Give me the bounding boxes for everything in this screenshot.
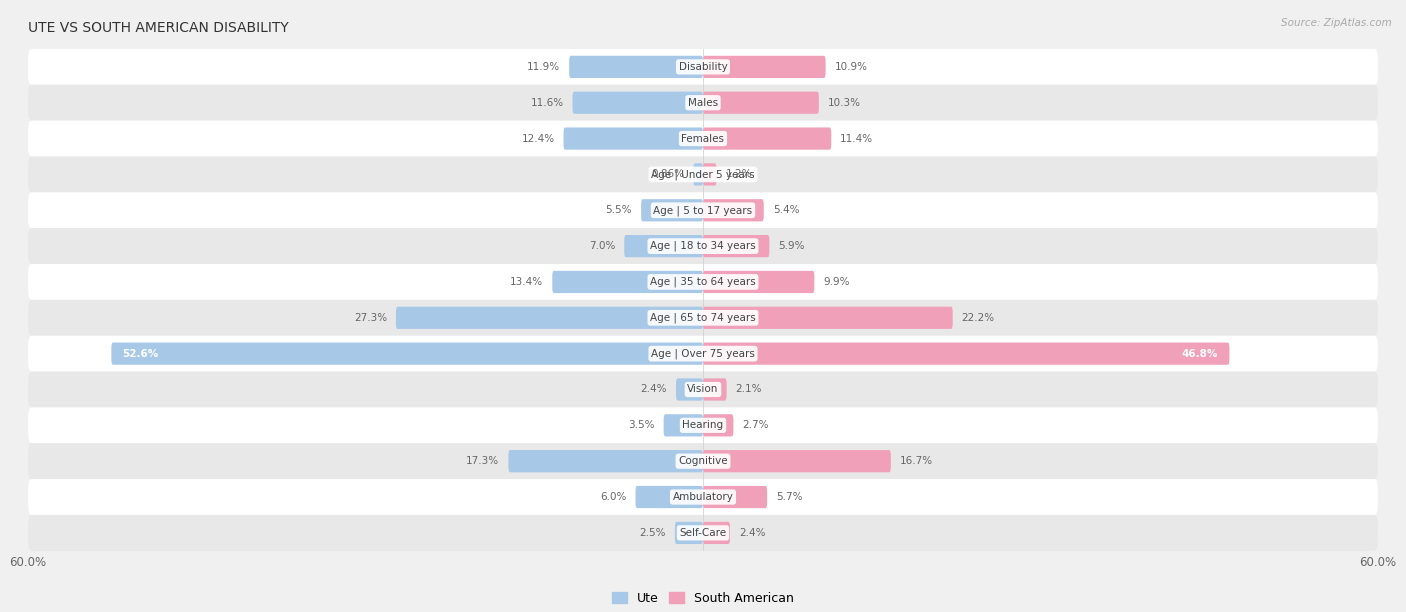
FancyBboxPatch shape — [703, 235, 769, 257]
FancyBboxPatch shape — [28, 192, 1378, 228]
Text: 10.3%: 10.3% — [828, 98, 860, 108]
FancyBboxPatch shape — [641, 199, 703, 222]
FancyBboxPatch shape — [703, 199, 763, 222]
FancyBboxPatch shape — [703, 307, 953, 329]
Text: 2.5%: 2.5% — [640, 528, 666, 538]
Text: Source: ZipAtlas.com: Source: ZipAtlas.com — [1281, 18, 1392, 28]
FancyBboxPatch shape — [28, 371, 1378, 408]
Text: 11.6%: 11.6% — [530, 98, 564, 108]
FancyBboxPatch shape — [703, 56, 825, 78]
Text: 3.5%: 3.5% — [628, 420, 655, 430]
FancyBboxPatch shape — [396, 307, 703, 329]
FancyBboxPatch shape — [111, 343, 703, 365]
FancyBboxPatch shape — [28, 121, 1378, 157]
FancyBboxPatch shape — [28, 228, 1378, 264]
Legend: Ute, South American: Ute, South American — [607, 587, 799, 610]
Text: 11.9%: 11.9% — [527, 62, 560, 72]
Text: 5.9%: 5.9% — [779, 241, 804, 251]
Text: 12.4%: 12.4% — [522, 133, 554, 144]
FancyBboxPatch shape — [572, 92, 703, 114]
FancyBboxPatch shape — [28, 408, 1378, 443]
FancyBboxPatch shape — [703, 450, 891, 472]
FancyBboxPatch shape — [703, 486, 768, 508]
FancyBboxPatch shape — [703, 378, 727, 401]
FancyBboxPatch shape — [28, 443, 1378, 479]
Text: Self-Care: Self-Care — [679, 528, 727, 538]
Text: 46.8%: 46.8% — [1182, 349, 1218, 359]
Text: 10.9%: 10.9% — [835, 62, 868, 72]
Text: Vision: Vision — [688, 384, 718, 395]
FancyBboxPatch shape — [28, 300, 1378, 336]
Text: 1.2%: 1.2% — [725, 170, 752, 179]
Text: Males: Males — [688, 98, 718, 108]
FancyBboxPatch shape — [28, 157, 1378, 192]
FancyBboxPatch shape — [676, 378, 703, 401]
Text: 52.6%: 52.6% — [122, 349, 159, 359]
FancyBboxPatch shape — [703, 163, 717, 185]
FancyBboxPatch shape — [636, 486, 703, 508]
Text: 16.7%: 16.7% — [900, 456, 934, 466]
FancyBboxPatch shape — [28, 85, 1378, 121]
FancyBboxPatch shape — [703, 271, 814, 293]
Text: 2.7%: 2.7% — [742, 420, 769, 430]
Text: 7.0%: 7.0% — [589, 241, 616, 251]
Text: Disability: Disability — [679, 62, 727, 72]
Text: 5.4%: 5.4% — [773, 205, 799, 215]
Text: 2.4%: 2.4% — [740, 528, 765, 538]
FancyBboxPatch shape — [693, 163, 703, 185]
Text: Age | Over 75 years: Age | Over 75 years — [651, 348, 755, 359]
FancyBboxPatch shape — [28, 336, 1378, 371]
FancyBboxPatch shape — [624, 235, 703, 257]
Text: Age | 18 to 34 years: Age | 18 to 34 years — [650, 241, 756, 252]
FancyBboxPatch shape — [509, 450, 703, 472]
Text: 17.3%: 17.3% — [467, 456, 499, 466]
Text: 22.2%: 22.2% — [962, 313, 995, 323]
FancyBboxPatch shape — [569, 56, 703, 78]
Text: 2.4%: 2.4% — [641, 384, 666, 395]
Text: Age | Under 5 years: Age | Under 5 years — [651, 169, 755, 180]
Text: 13.4%: 13.4% — [510, 277, 543, 287]
Text: 5.5%: 5.5% — [606, 205, 633, 215]
Text: Cognitive: Cognitive — [678, 456, 728, 466]
FancyBboxPatch shape — [28, 479, 1378, 515]
FancyBboxPatch shape — [703, 522, 730, 544]
Text: 6.0%: 6.0% — [600, 492, 627, 502]
Text: 0.86%: 0.86% — [651, 170, 685, 179]
FancyBboxPatch shape — [703, 92, 818, 114]
FancyBboxPatch shape — [675, 522, 703, 544]
Text: Ambulatory: Ambulatory — [672, 492, 734, 502]
FancyBboxPatch shape — [553, 271, 703, 293]
FancyBboxPatch shape — [664, 414, 703, 436]
Text: Hearing: Hearing — [682, 420, 724, 430]
FancyBboxPatch shape — [28, 264, 1378, 300]
FancyBboxPatch shape — [28, 49, 1378, 85]
FancyBboxPatch shape — [703, 127, 831, 150]
FancyBboxPatch shape — [564, 127, 703, 150]
Text: Females: Females — [682, 133, 724, 144]
FancyBboxPatch shape — [703, 343, 1229, 365]
Text: Age | 35 to 64 years: Age | 35 to 64 years — [650, 277, 756, 287]
FancyBboxPatch shape — [703, 414, 734, 436]
Text: 9.9%: 9.9% — [824, 277, 849, 287]
FancyBboxPatch shape — [28, 515, 1378, 551]
Text: 5.7%: 5.7% — [776, 492, 803, 502]
Text: 27.3%: 27.3% — [354, 313, 387, 323]
Text: Age | 65 to 74 years: Age | 65 to 74 years — [650, 313, 756, 323]
Text: Age | 5 to 17 years: Age | 5 to 17 years — [654, 205, 752, 215]
Text: 11.4%: 11.4% — [841, 133, 873, 144]
Text: 2.1%: 2.1% — [735, 384, 762, 395]
Text: UTE VS SOUTH AMERICAN DISABILITY: UTE VS SOUTH AMERICAN DISABILITY — [28, 21, 288, 35]
